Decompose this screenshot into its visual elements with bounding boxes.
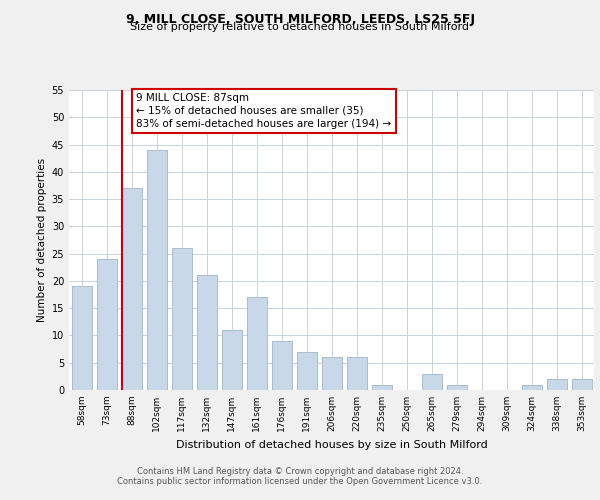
Bar [97,259,116,390]
Bar [521,384,542,390]
Bar [146,150,167,390]
Text: Size of property relative to detached houses in South Milford: Size of property relative to detached ho… [131,22,470,32]
Text: Contains public sector information licensed under the Open Government Licence v3: Contains public sector information licen… [118,477,482,486]
Bar [446,384,467,390]
Text: 9, MILL CLOSE, SOUTH MILFORD, LEEDS, LS25 5FJ: 9, MILL CLOSE, SOUTH MILFORD, LEEDS, LS2… [125,12,475,26]
Bar [172,248,191,390]
Bar [571,379,592,390]
Text: Contains HM Land Registry data © Crown copyright and database right 2024.: Contains HM Land Registry data © Crown c… [137,467,463,476]
Bar [421,374,442,390]
Bar [371,384,392,390]
Bar [197,276,217,390]
Bar [247,298,266,390]
Bar [296,352,317,390]
Text: 9 MILL CLOSE: 87sqm
← 15% of detached houses are smaller (35)
83% of semi-detach: 9 MILL CLOSE: 87sqm ← 15% of detached ho… [137,92,392,129]
Bar [221,330,241,390]
Bar [347,358,367,390]
Bar [547,379,566,390]
Bar [271,341,292,390]
Bar [121,188,142,390]
Bar [71,286,91,390]
Bar [322,358,341,390]
Y-axis label: Number of detached properties: Number of detached properties [37,158,47,322]
X-axis label: Distribution of detached houses by size in South Milford: Distribution of detached houses by size … [176,440,487,450]
